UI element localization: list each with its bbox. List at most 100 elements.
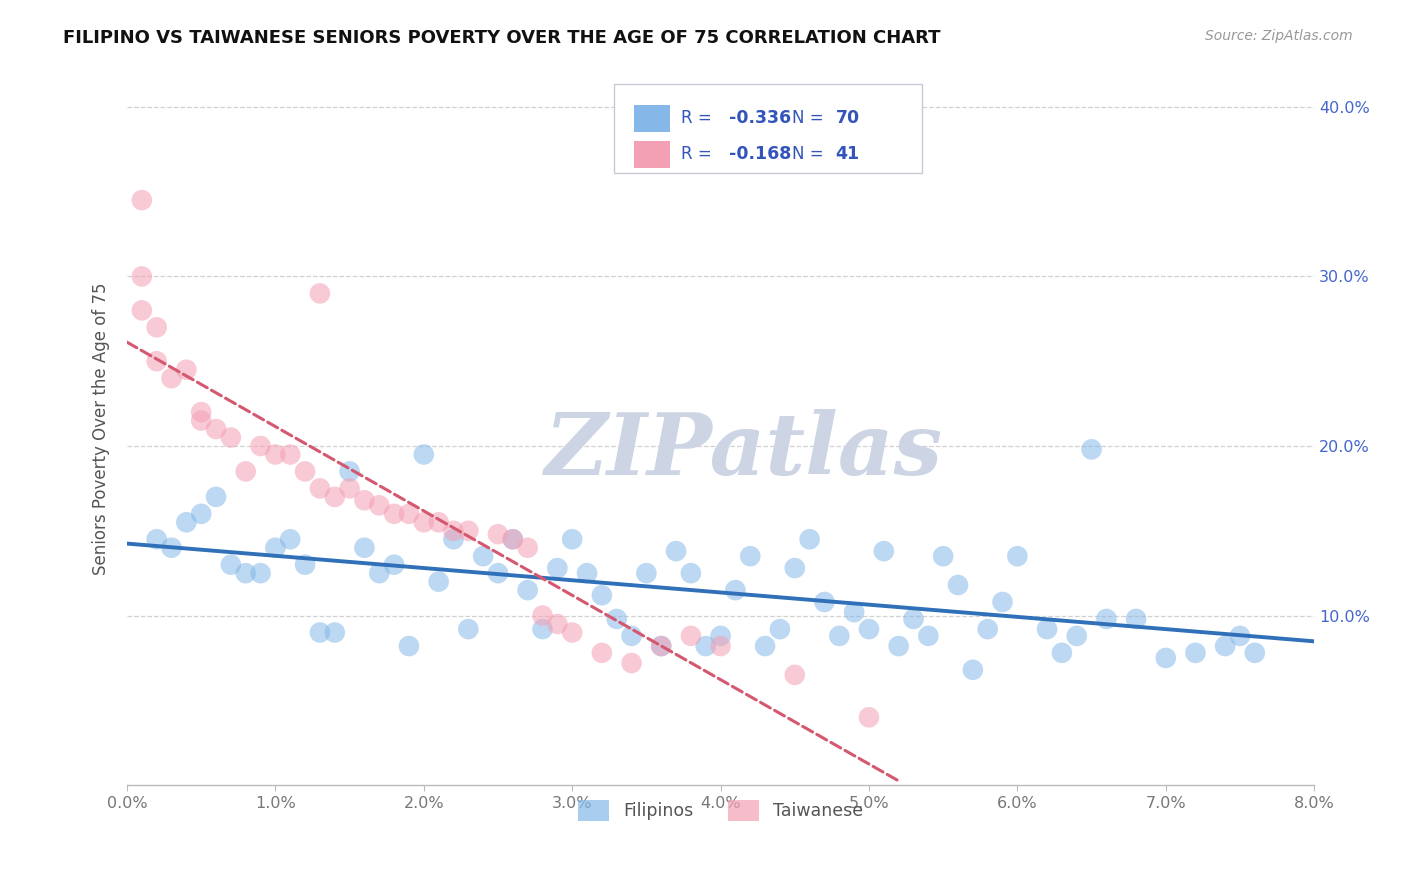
Y-axis label: Seniors Poverty Over the Age of 75: Seniors Poverty Over the Age of 75 [93,283,110,575]
Point [457,524,479,538]
Point [294,465,316,479]
Legend: Filipinos, Taiwanese: Filipinos, Taiwanese [569,791,872,830]
Point [932,549,955,564]
Point [679,566,702,581]
Point [219,558,242,572]
Point [1050,646,1073,660]
Point [1007,549,1029,564]
Point [946,578,969,592]
Point [205,422,228,436]
Point [976,622,998,636]
Point [1154,651,1177,665]
Point [783,668,806,682]
Point [620,629,643,643]
Text: FILIPINO VS TAIWANESE SENIORS POVERTY OVER THE AGE OF 75 CORRELATION CHART: FILIPINO VS TAIWANESE SENIORS POVERTY OV… [63,29,941,46]
Text: R =: R = [682,110,717,128]
Point [873,544,896,558]
Point [917,629,939,643]
Point [546,617,568,632]
Point [769,622,792,636]
Point [903,612,925,626]
Text: ZIPatlas: ZIPatlas [546,409,943,492]
Point [1095,612,1118,626]
Point [606,612,628,626]
Point [636,566,658,581]
Point [427,516,450,530]
Point [443,524,465,538]
Point [278,533,301,547]
Text: R =: R = [682,145,717,163]
Point [1125,612,1147,626]
Point [176,362,198,376]
Point [368,566,391,581]
Point [339,465,361,479]
Point [962,663,984,677]
Point [1243,646,1265,660]
Text: Source: ZipAtlas.com: Source: ZipAtlas.com [1205,29,1353,43]
Text: 41: 41 [835,145,860,163]
Point [131,269,153,284]
Point [412,448,434,462]
Point [398,507,420,521]
Point [754,639,776,653]
Point [842,605,865,619]
Point [887,639,910,653]
Point [427,574,450,589]
Point [591,588,613,602]
FancyBboxPatch shape [614,84,922,173]
Point [591,646,613,660]
Point [620,656,643,670]
Point [858,710,880,724]
Text: N =: N = [792,145,828,163]
Point [145,320,167,334]
Point [502,533,524,547]
Point [145,533,167,547]
Point [443,533,465,547]
Point [190,507,212,521]
Point [398,639,420,653]
Point [710,639,733,653]
Text: N =: N = [792,110,828,128]
Point [783,561,806,575]
Point [219,430,242,444]
Point [353,493,375,508]
Point [516,541,538,555]
Point [858,622,880,636]
Bar [634,141,669,168]
Point [309,625,332,640]
Point [1229,629,1251,643]
Point [249,566,271,581]
Point [160,541,183,555]
Point [486,566,509,581]
Point [249,439,271,453]
Point [368,499,391,513]
Point [205,490,228,504]
Point [145,354,167,368]
Point [710,629,733,643]
Point [650,639,672,653]
Point [264,448,287,462]
Point [724,583,747,598]
Point [695,639,717,653]
Point [1066,629,1088,643]
Point [264,541,287,555]
Point [309,482,332,496]
Point [190,413,212,427]
Point [131,303,153,318]
Point [561,533,583,547]
Point [323,625,346,640]
Point [131,193,153,207]
Point [502,533,524,547]
Text: 70: 70 [835,110,860,128]
Point [294,558,316,572]
Point [650,639,672,653]
Point [486,527,509,541]
Point [799,533,821,547]
Point [176,516,198,530]
Point [991,595,1014,609]
Point [323,490,346,504]
Point [679,629,702,643]
Point [278,448,301,462]
Point [339,482,361,496]
Point [1080,442,1102,457]
